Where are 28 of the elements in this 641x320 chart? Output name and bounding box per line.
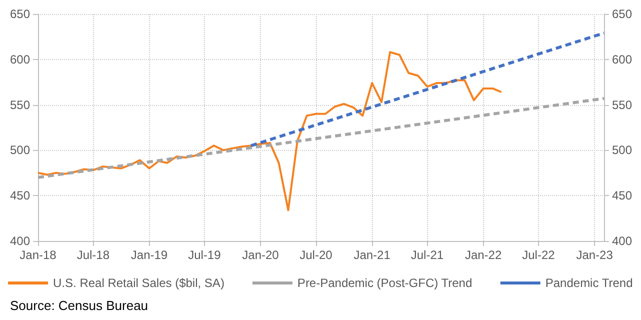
y2-tick-label: 400 (612, 234, 632, 248)
x-tick-label: Jan-23 (576, 248, 614, 262)
y-tick-label: 500 (10, 143, 30, 158)
x-tick-label: Jan-20 (242, 248, 280, 262)
y2-tick-label: 450 (612, 188, 632, 203)
x-tick-label: Jan-18 (20, 248, 57, 262)
x-tick-label: Jan-22 (464, 248, 502, 262)
y2-tick-label: 550 (612, 98, 632, 112)
y-tick-label: 400 (10, 234, 30, 248)
y-tick-label: 450 (10, 188, 30, 203)
x-tick-label: Jul-18 (76, 248, 110, 262)
source-note: Source: Census Bureau (10, 298, 148, 313)
x-tick-label: Jul-21 (410, 248, 444, 262)
x-tick-label: Jul-20 (300, 248, 333, 262)
y2-tick-label: 600 (612, 52, 632, 66)
legend-label: Pandemic Trend (545, 276, 633, 290)
x-tick-label: Jul-19 (188, 248, 222, 262)
legend-label: Pre-Pandemic (Post-GFC) Trend (297, 276, 472, 290)
y-tick-label: 650 (10, 7, 30, 21)
y2-tick-label: 500 (612, 143, 632, 158)
y-tick-label: 550 (10, 98, 30, 112)
legend-label: U.S. Real Retail Sales ($bil, SA) (53, 276, 224, 290)
line-series (37, 51, 502, 212)
x-tick-label: Jan-19 (130, 248, 168, 262)
y2-tick-label: 650 (612, 7, 632, 21)
x-tick-label: Jul-22 (522, 248, 556, 262)
y-tick-label: 600 (10, 52, 30, 66)
x-tick-label: Jan-21 (354, 248, 391, 262)
